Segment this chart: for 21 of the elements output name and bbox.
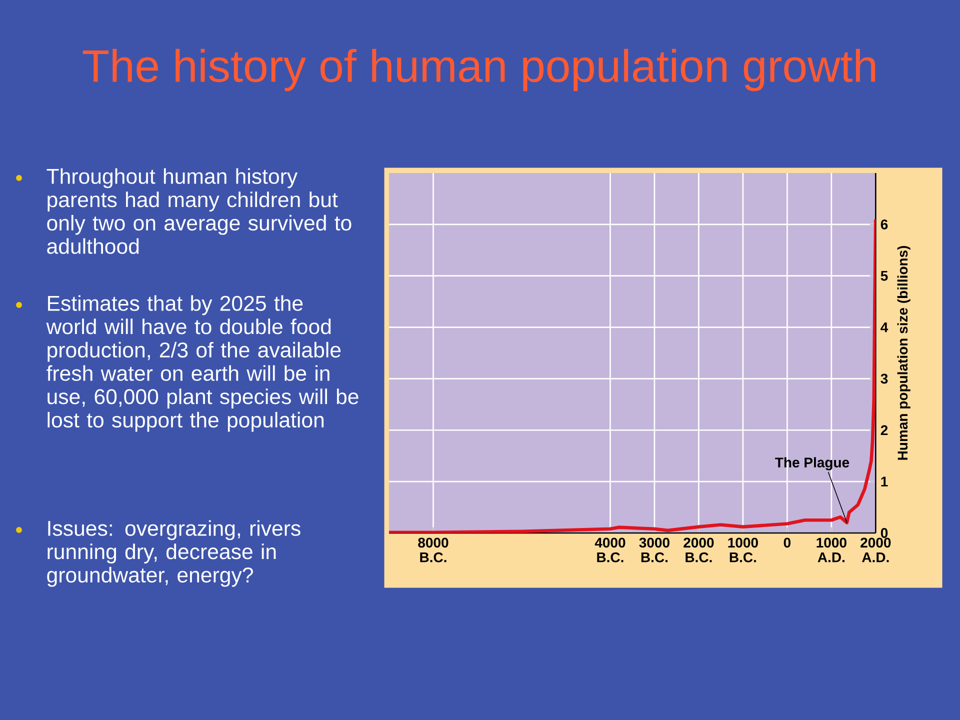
- y-tick-label: 2: [880, 425, 888, 436]
- x-tick-label: 2000 A.D.: [860, 538, 891, 562]
- x-tick-label: 1000 A.D.: [816, 538, 846, 562]
- y-axis-title: Human population size (billions): [897, 246, 910, 460]
- text: Estimates that by 2025 the world will have to double food production, 2/3 of the available fresh water on earth will be in use, 60,000 plant species will be lost to support the population: [46, 295, 358, 432]
- chart-title: The history of human population growth: [82, 48, 876, 92]
- annotation: The Plague: [775, 457, 850, 470]
- y-tick-label: 3: [880, 374, 888, 384]
- x-tick-label: 4000 B.C.: [594, 538, 626, 562]
- y-tick-label: 6: [880, 219, 888, 230]
- x-tick-label: 3000 B.C.: [639, 538, 670, 562]
- x-tick-label: 0: [784, 538, 791, 548]
- x-tick-label: 2000 B.C.: [684, 538, 714, 562]
- y-tick-label: 4: [880, 322, 888, 332]
- text: Throughout human history parents had many children but only two on average survived to adulthood: [46, 168, 352, 254]
- y-tick-label: 5: [880, 270, 888, 281]
- y-tick-label: 1: [881, 476, 888, 486]
- x-tick-label: 1000 B.C.: [728, 538, 758, 562]
- text: Issues: overgrazing, rivers running dry, decrease in groundwater, energy?: [47, 520, 300, 587]
- x-tick-label: 8000 B.C.: [418, 538, 448, 562]
- y-tick-label: 0: [880, 528, 888, 538]
